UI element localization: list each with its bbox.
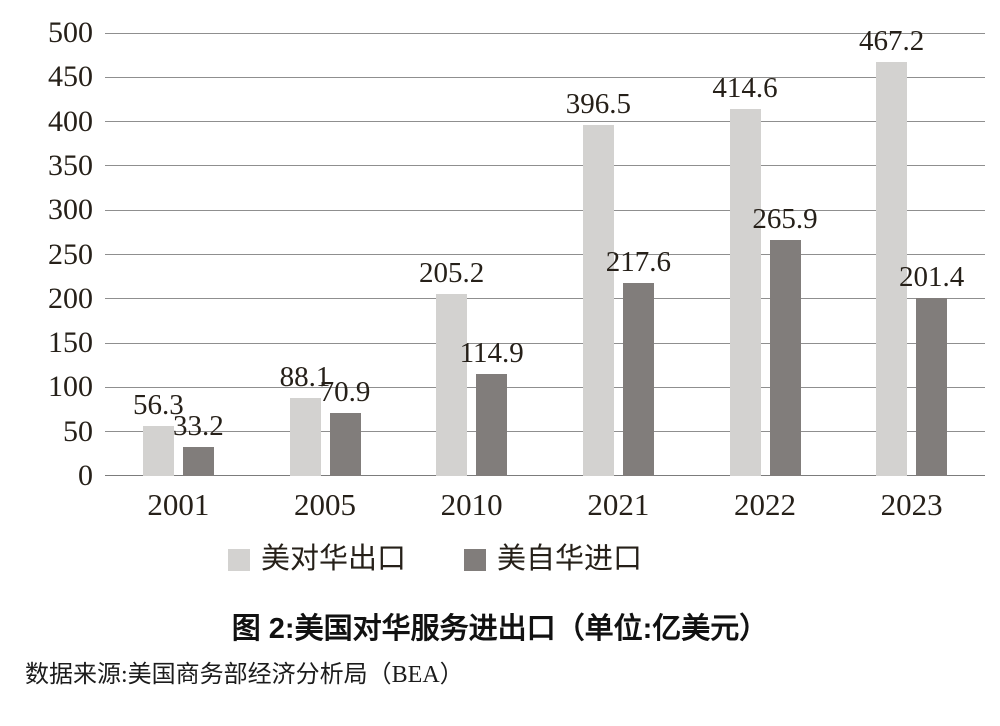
y-axis-tick-label: 50 <box>63 414 93 448</box>
chart-title: 图 2:美国对华服务进出口（单位:亿美元） <box>231 613 769 645</box>
plot-area: 0 50 100 150 200 250 300 350 400 450 500 56.3 33.2 20… <box>48 18 985 520</box>
gridline-y-100 <box>105 386 985 388</box>
y-axis-tick-label: 400 <box>48 104 93 138</box>
gridline-y-450 <box>105 76 985 78</box>
gridline-y-350 <box>105 165 985 167</box>
bar-import-2005 <box>329 413 361 476</box>
value-label-export-2001: 56.3 <box>132 389 184 422</box>
value-label-import-2005: 70.9 <box>319 376 371 409</box>
gridline-y-300 <box>105 209 985 211</box>
gridline-y-250 <box>105 254 985 255</box>
gridline-y-500 <box>105 32 985 34</box>
data-source-note: 数据来源:美国商务部经济分析局（BEA） <box>25 662 464 688</box>
gridline-y-50 <box>105 431 985 433</box>
bar-import-2010 <box>476 374 508 476</box>
value-label-export-2023: 467.2 <box>859 25 925 58</box>
x-axis-tick-label-2022: 2022 <box>734 487 796 522</box>
bar-export-2001 <box>142 426 174 476</box>
y-axis-tick-label: 500 <box>48 16 93 49</box>
bar-export-2023 <box>876 62 908 476</box>
y-axis-tick-label: 350 <box>48 148 93 182</box>
value-label-import-2021: 217.6 <box>605 246 671 279</box>
gridline-y-400 <box>105 121 985 123</box>
bar-export-2005 <box>289 397 321 476</box>
legend-item-import: 美自华进口 <box>464 545 642 574</box>
value-label-export-2022: 414.6 <box>712 71 778 104</box>
bar-export-2021 <box>582 124 614 476</box>
legend-label: 美自华进口 <box>497 543 643 575</box>
value-label-import-2022: 265.9 <box>752 203 818 236</box>
value-label-import-2010: 114.9 <box>459 337 524 370</box>
chart-legend: 美对华出口 美自华进口 <box>0 545 1000 574</box>
bar-import-2021 <box>622 283 654 476</box>
gridline-y-0 <box>105 475 985 476</box>
y-axis-tick-label: 100 <box>48 370 93 404</box>
y-axis-tick-label: 450 <box>48 60 93 94</box>
x-axis-tick-label-2005: 2005 <box>294 487 356 522</box>
y-axis-tick-label: 300 <box>48 193 93 227</box>
value-label-export-2005: 88.1 <box>279 360 331 393</box>
x-axis-tick-label-2010: 2010 <box>440 487 503 522</box>
x-axis-tick-label-2001: 2001 <box>147 487 210 522</box>
y-axis-tick-label: 200 <box>48 281 93 315</box>
bar-import-2022 <box>769 240 801 476</box>
bar-export-2022 <box>729 108 761 476</box>
y-axis-tick-label: 250 <box>48 237 93 271</box>
legend-label: 美对华出口 <box>260 543 406 575</box>
bar-import-2023 <box>916 297 948 476</box>
value-label-export-2010: 205.2 <box>419 257 485 290</box>
bar-export-2010 <box>436 294 468 476</box>
value-label-import-2001: 33.2 <box>172 409 224 442</box>
value-label-import-2023: 201.4 <box>899 260 965 293</box>
bar-import-2001 <box>182 446 214 476</box>
gridline-y-200 <box>105 298 985 300</box>
legend-item-export: 美对华出口 <box>227 543 406 575</box>
legend-swatch-icon <box>464 548 486 571</box>
x-axis-tick-label-2023: 2023 <box>880 487 943 522</box>
gridline-y-150 <box>105 342 985 344</box>
y-axis-tick-label: 150 <box>48 326 93 360</box>
legend-swatch-icon <box>227 548 250 571</box>
value-label-export-2021: 396.5 <box>565 87 631 120</box>
x-axis-tick-label-2021: 2021 <box>587 487 650 522</box>
y-axis-tick-label: 0 <box>78 459 93 492</box>
